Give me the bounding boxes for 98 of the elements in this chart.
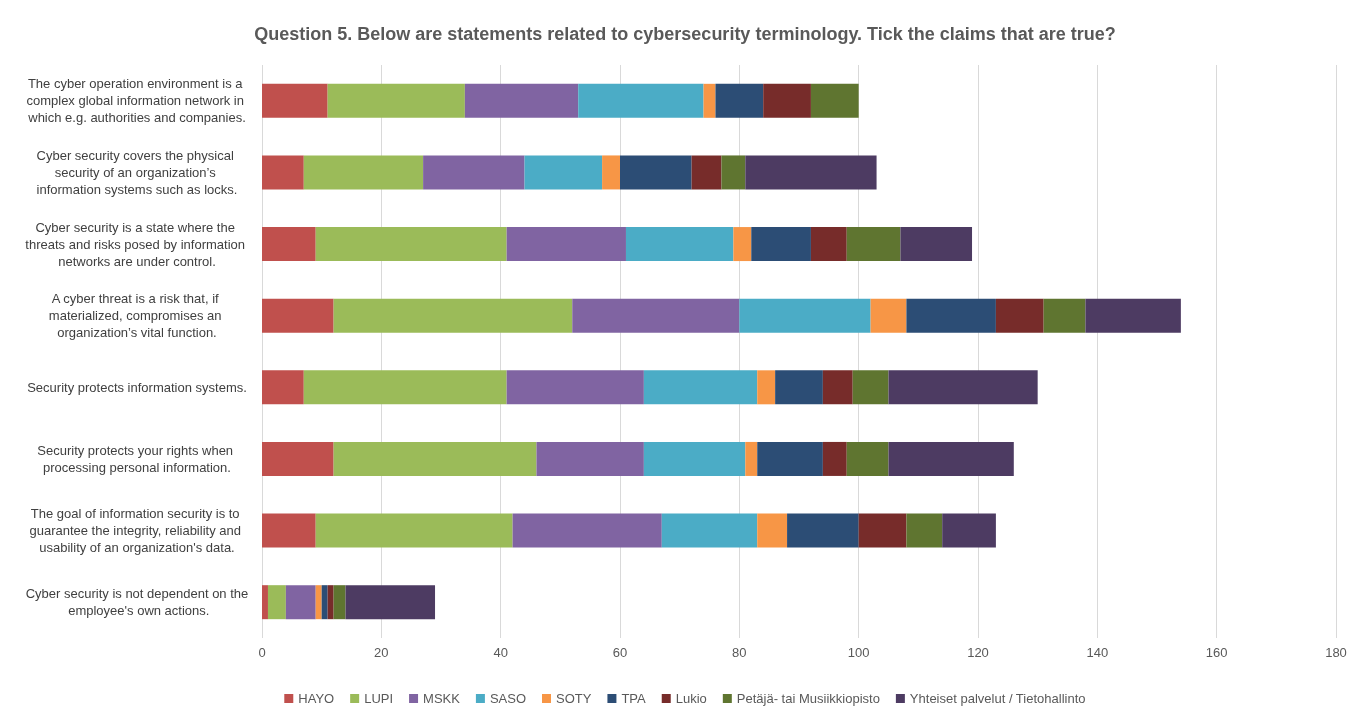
x-tick-label: 120: [967, 645, 989, 660]
bar: [757, 513, 788, 548]
bar: [602, 155, 620, 190]
bar: [858, 513, 907, 548]
bar: [995, 298, 1044, 333]
y-tick-label: The goal of information security is to guarantee the integrity, reliability and usability of an organization's data.: [29, 506, 245, 556]
x-tick-label: 0: [258, 645, 266, 660]
bar: [751, 227, 811, 262]
bar: [900, 227, 973, 262]
bar: [906, 298, 996, 333]
bar: [787, 513, 859, 548]
bar: [661, 513, 758, 548]
legend-label: TPA: [621, 691, 647, 706]
y-tick-label: Security protects your rights when processing personal information.: [37, 442, 237, 475]
y-tick-label: Cyber security is a state where the threats and risks posed by information networks are under control.: [25, 219, 249, 269]
bar: [524, 155, 603, 190]
x-tick-label: 180: [1325, 645, 1347, 660]
legend-label: HAYO: [298, 691, 335, 706]
bar: [846, 227, 901, 262]
legend-label: SASO: [489, 691, 527, 706]
bar: [757, 370, 776, 405]
bar: [1043, 298, 1086, 333]
bar: [262, 513, 316, 548]
bar: [303, 155, 424, 190]
legend-label: Yhteiset palvelut / Tietohallinto: [909, 691, 1086, 706]
legend-label: MSKK: [423, 691, 461, 706]
bar: [846, 441, 889, 476]
bar: [464, 83, 579, 118]
bar: [262, 370, 304, 405]
bar: [643, 370, 758, 405]
bar: [285, 585, 316, 620]
bar: [262, 585, 268, 620]
bar: [757, 441, 823, 476]
bar: [870, 298, 907, 333]
y-tick-label: Cyber security covers the physical security of an organization’s information systems such as locks.: [36, 147, 238, 197]
x-tick-label: 100: [847, 645, 870, 660]
bar: [906, 513, 943, 548]
bar: [942, 513, 996, 548]
x-tick-label: 20: [374, 645, 389, 660]
bar: [315, 227, 507, 262]
bar: [625, 227, 734, 262]
bar: [739, 298, 871, 333]
bar: [536, 441, 644, 476]
legend-label: LUPI: [364, 691, 394, 706]
bar: [423, 155, 525, 190]
bar: [506, 227, 626, 262]
bar: [327, 83, 465, 118]
y-tick-label: Cyber security is not dependent on the employee's own actions.: [25, 586, 249, 619]
bar: [345, 585, 436, 620]
bar: [703, 83, 716, 118]
bar: [620, 155, 692, 190]
bar: [333, 441, 537, 476]
bar: [733, 227, 752, 262]
y-tick-label: Security protects information systems.: [27, 379, 247, 395]
bar: [262, 227, 316, 262]
bar: [267, 585, 286, 620]
bar: [262, 83, 328, 118]
bar: [643, 441, 746, 476]
bar: [327, 585, 334, 620]
x-tick-label: 140: [1086, 645, 1109, 660]
x-tick-label: 60: [612, 645, 628, 660]
bar: [315, 513, 513, 548]
bar: [315, 585, 322, 620]
bar: [303, 370, 507, 405]
bar: [810, 227, 847, 262]
legend-label: SOTY: [556, 691, 592, 706]
bar: [745, 155, 877, 190]
x-tick-label: 160: [1205, 645, 1228, 660]
bar: [810, 83, 859, 118]
bar: [715, 83, 764, 118]
y-tick-label: The cyber operation environment is a complex global information network in which e.g. authorities and companies.: [26, 76, 248, 126]
bar: [888, 441, 1014, 476]
bar: [852, 370, 889, 405]
bar: [333, 298, 573, 333]
bar: [262, 155, 304, 190]
legend-label: Petäjä- tai Musiikkiopisto: [736, 691, 880, 706]
bar: [262, 441, 334, 476]
bar: [506, 370, 644, 405]
bar: [1085, 298, 1181, 333]
bar: [888, 370, 1038, 405]
bar: [578, 83, 704, 118]
bar: [822, 370, 853, 405]
bar: [321, 585, 328, 620]
bar: [572, 298, 740, 333]
bar: [745, 441, 758, 476]
x-tick-label: 40: [493, 645, 508, 660]
legend-label: Lukio: [675, 691, 707, 706]
bar: [763, 83, 811, 118]
bar: [721, 155, 746, 190]
chart-title: Question 5. Below are statements related to cybersecurity terminology. Tick the claims that are true?: [254, 24, 1116, 44]
bar: [822, 441, 847, 476]
bar: [691, 155, 722, 190]
y-tick-label: A cyber threat is a risk that, if materialized, compromises an organization’s vital function.: [48, 291, 226, 341]
bar: [775, 370, 823, 405]
bar: [333, 585, 346, 620]
bar: [512, 513, 662, 548]
x-tick-label: 80: [732, 645, 747, 660]
bar: [262, 298, 334, 333]
